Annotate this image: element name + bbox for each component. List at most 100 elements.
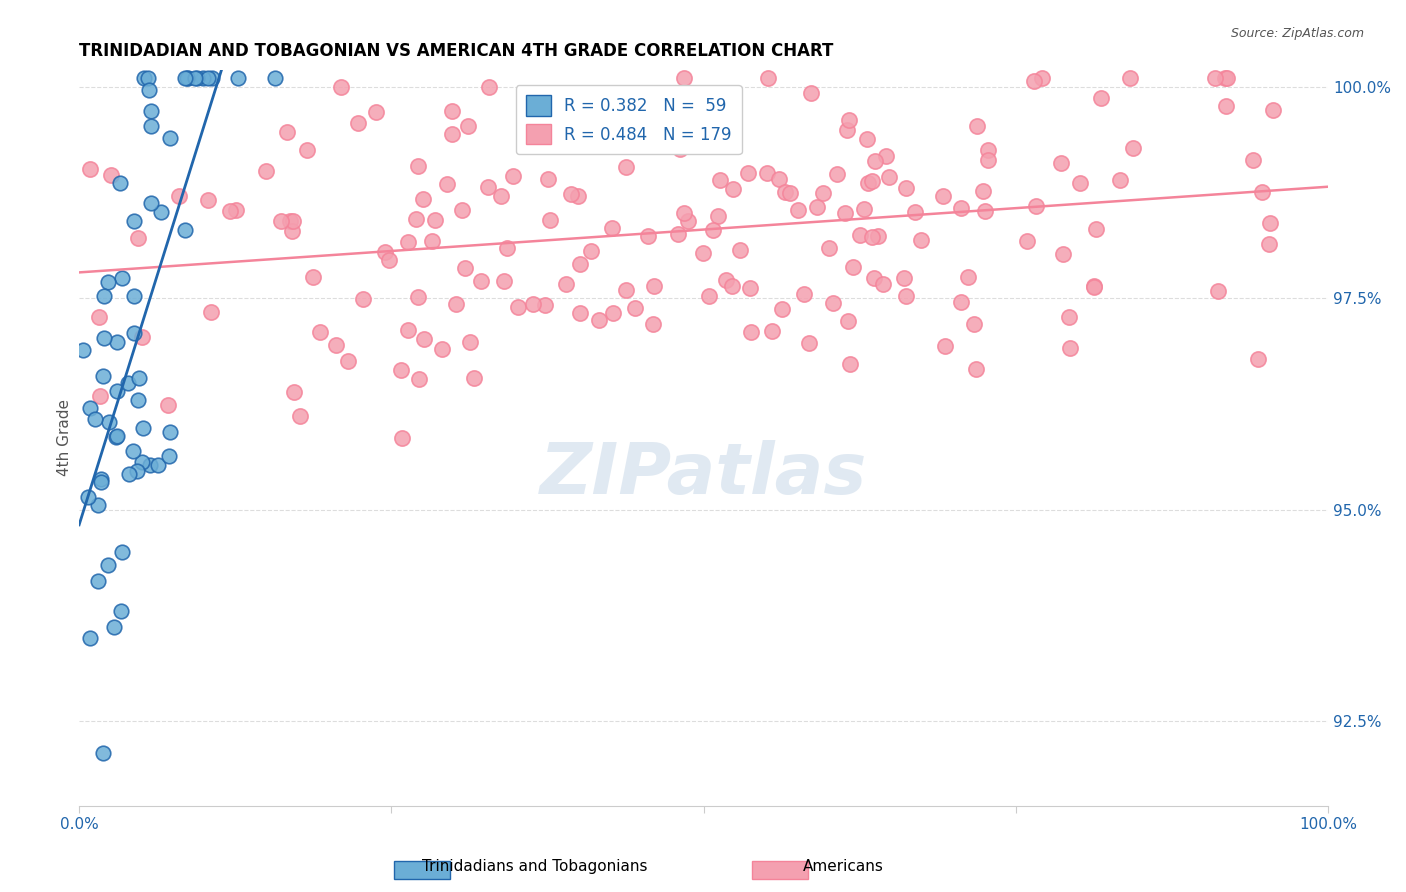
Point <box>1059 310 1081 324</box>
Point <box>866 229 889 244</box>
Point <box>79 401 101 415</box>
Point <box>837 314 859 328</box>
Point <box>186 71 208 86</box>
Point <box>768 172 790 186</box>
Point <box>787 203 810 218</box>
Point <box>346 116 368 130</box>
Point <box>157 449 180 463</box>
Point <box>330 80 353 95</box>
Point <box>637 229 659 244</box>
Point <box>966 119 988 133</box>
Point <box>773 185 796 199</box>
Point <box>374 245 396 260</box>
Point <box>122 289 145 303</box>
Point <box>136 71 159 86</box>
Point <box>127 392 149 407</box>
Point <box>669 142 692 156</box>
Point <box>602 306 624 320</box>
Point <box>460 334 482 349</box>
Point <box>673 205 696 219</box>
Point <box>1247 352 1270 367</box>
Point <box>110 544 132 558</box>
Point <box>538 213 561 227</box>
Point <box>197 71 219 86</box>
Point <box>856 131 879 145</box>
Point <box>110 604 132 618</box>
Point <box>396 235 419 249</box>
Point <box>91 747 114 761</box>
Point <box>1069 176 1091 190</box>
Point <box>976 143 998 157</box>
Point <box>226 71 249 86</box>
Point <box>818 242 841 256</box>
Point <box>302 270 325 285</box>
Point <box>254 164 277 178</box>
Point <box>118 467 141 481</box>
Point <box>835 122 858 136</box>
Point <box>506 300 529 314</box>
Point <box>97 558 120 572</box>
Point <box>1215 99 1237 113</box>
Point <box>934 339 956 353</box>
Point <box>276 124 298 138</box>
Point <box>146 458 169 473</box>
Point <box>860 230 883 244</box>
Point <box>127 231 149 245</box>
Legend: R = 0.382   N =  59, R = 0.484   N = 179: R = 0.382 N = 59, R = 0.484 N = 179 <box>516 86 741 154</box>
Point <box>191 71 214 86</box>
Point <box>676 214 699 228</box>
Point <box>352 293 374 307</box>
Point <box>1090 91 1112 105</box>
Point <box>1241 153 1264 167</box>
Point <box>965 361 987 376</box>
Point <box>957 269 980 284</box>
Point <box>806 200 828 214</box>
Point <box>200 305 222 319</box>
Point <box>309 326 332 340</box>
Point <box>159 425 181 439</box>
Point <box>184 71 207 86</box>
Point <box>932 189 955 203</box>
Point <box>1261 103 1284 117</box>
Point <box>1017 234 1039 248</box>
Point <box>412 332 434 346</box>
Point <box>110 271 132 285</box>
Point <box>436 177 458 191</box>
Point <box>758 71 780 86</box>
Point <box>90 472 112 486</box>
Point <box>950 202 973 216</box>
Point <box>105 429 128 443</box>
Point <box>827 167 849 181</box>
Text: TRINIDADIAN AND TOBAGONIAN VS AMERICAN 4TH GRADE CORRELATION CHART: TRINIDADIAN AND TOBAGONIAN VS AMERICAN 4… <box>79 42 834 60</box>
Point <box>177 71 200 86</box>
Point <box>666 227 689 241</box>
Point <box>1215 71 1237 86</box>
Point <box>534 298 557 312</box>
Point <box>173 223 195 237</box>
Point <box>877 169 900 184</box>
Point <box>141 196 163 211</box>
Point <box>779 186 801 200</box>
Point <box>263 71 285 86</box>
Point <box>896 181 918 195</box>
Point <box>740 281 762 295</box>
Point <box>450 202 472 217</box>
Y-axis label: 4th Grade: 4th Grade <box>58 399 72 476</box>
Point <box>174 71 197 86</box>
Point <box>797 336 820 351</box>
Point <box>141 119 163 133</box>
Point <box>555 277 578 291</box>
Point <box>408 371 430 385</box>
Point <box>364 105 387 120</box>
Point <box>201 71 224 86</box>
Point <box>977 153 1000 168</box>
Point <box>441 127 464 141</box>
Point <box>537 171 560 186</box>
Point <box>910 233 932 247</box>
Point <box>87 498 110 512</box>
Point <box>494 274 516 288</box>
Point <box>1083 279 1105 293</box>
Point <box>811 186 834 201</box>
Point <box>406 290 429 304</box>
Point <box>141 103 163 118</box>
